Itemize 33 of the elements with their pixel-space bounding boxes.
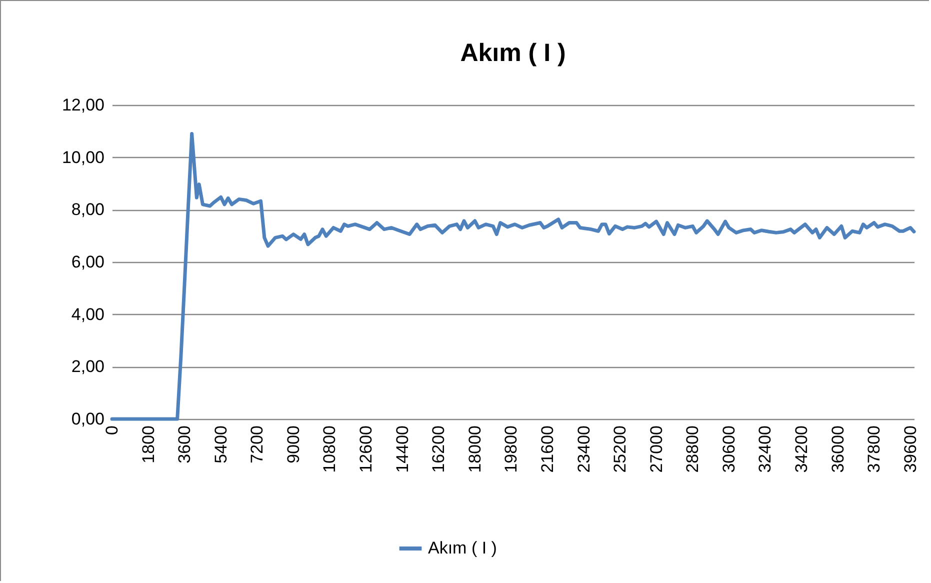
x-tick-label: 27000: [646, 426, 666, 473]
legend-label: Akım ( I ): [428, 538, 497, 558]
x-tick-label: 21600: [538, 426, 557, 473]
y-tick-label: 0,00: [71, 410, 104, 428]
chart-title: Akım ( I ): [460, 39, 566, 67]
x-tick-label: 3600: [175, 426, 194, 464]
x-tick-label: 1800: [138, 426, 158, 464]
x-tick-label: 23400: [574, 426, 594, 473]
y-tick-label: 4,00: [71, 304, 104, 324]
x-tick-label: 34200: [792, 426, 811, 473]
x-tick-label: 0: [102, 426, 122, 435]
y-tick-label: 6,00: [71, 252, 104, 272]
x-tick-label: 30600: [719, 426, 738, 473]
x-tick-label: 14400: [392, 426, 412, 473]
x-tick-label: 19800: [502, 426, 521, 473]
x-tick-label: 9000: [284, 426, 303, 464]
x-tick-label: 16200: [429, 426, 448, 473]
y-tick-label: 12,00: [62, 96, 104, 114]
x-tick-label: 36000: [828, 426, 848, 473]
x-tick-label: 10800: [320, 426, 340, 473]
x-tick-label: 25200: [610, 426, 630, 473]
x-tick-label: 32400: [756, 426, 775, 473]
x-tick-label: 18000: [465, 426, 484, 473]
x-tick-label: 7200: [248, 426, 267, 464]
y-tick-label: 10,00: [62, 148, 104, 167]
x-tick-label: 5400: [211, 426, 230, 464]
y-tick-label: 8,00: [71, 200, 104, 220]
x-tick-label: 37800: [864, 426, 884, 473]
line-series: [110, 132, 916, 421]
x-tick-label: 28800: [683, 426, 702, 473]
x-tick-label: 12600: [356, 426, 376, 473]
x-tick-label: 39600: [900, 426, 920, 473]
y-tick-label: 2,00: [71, 357, 104, 376]
